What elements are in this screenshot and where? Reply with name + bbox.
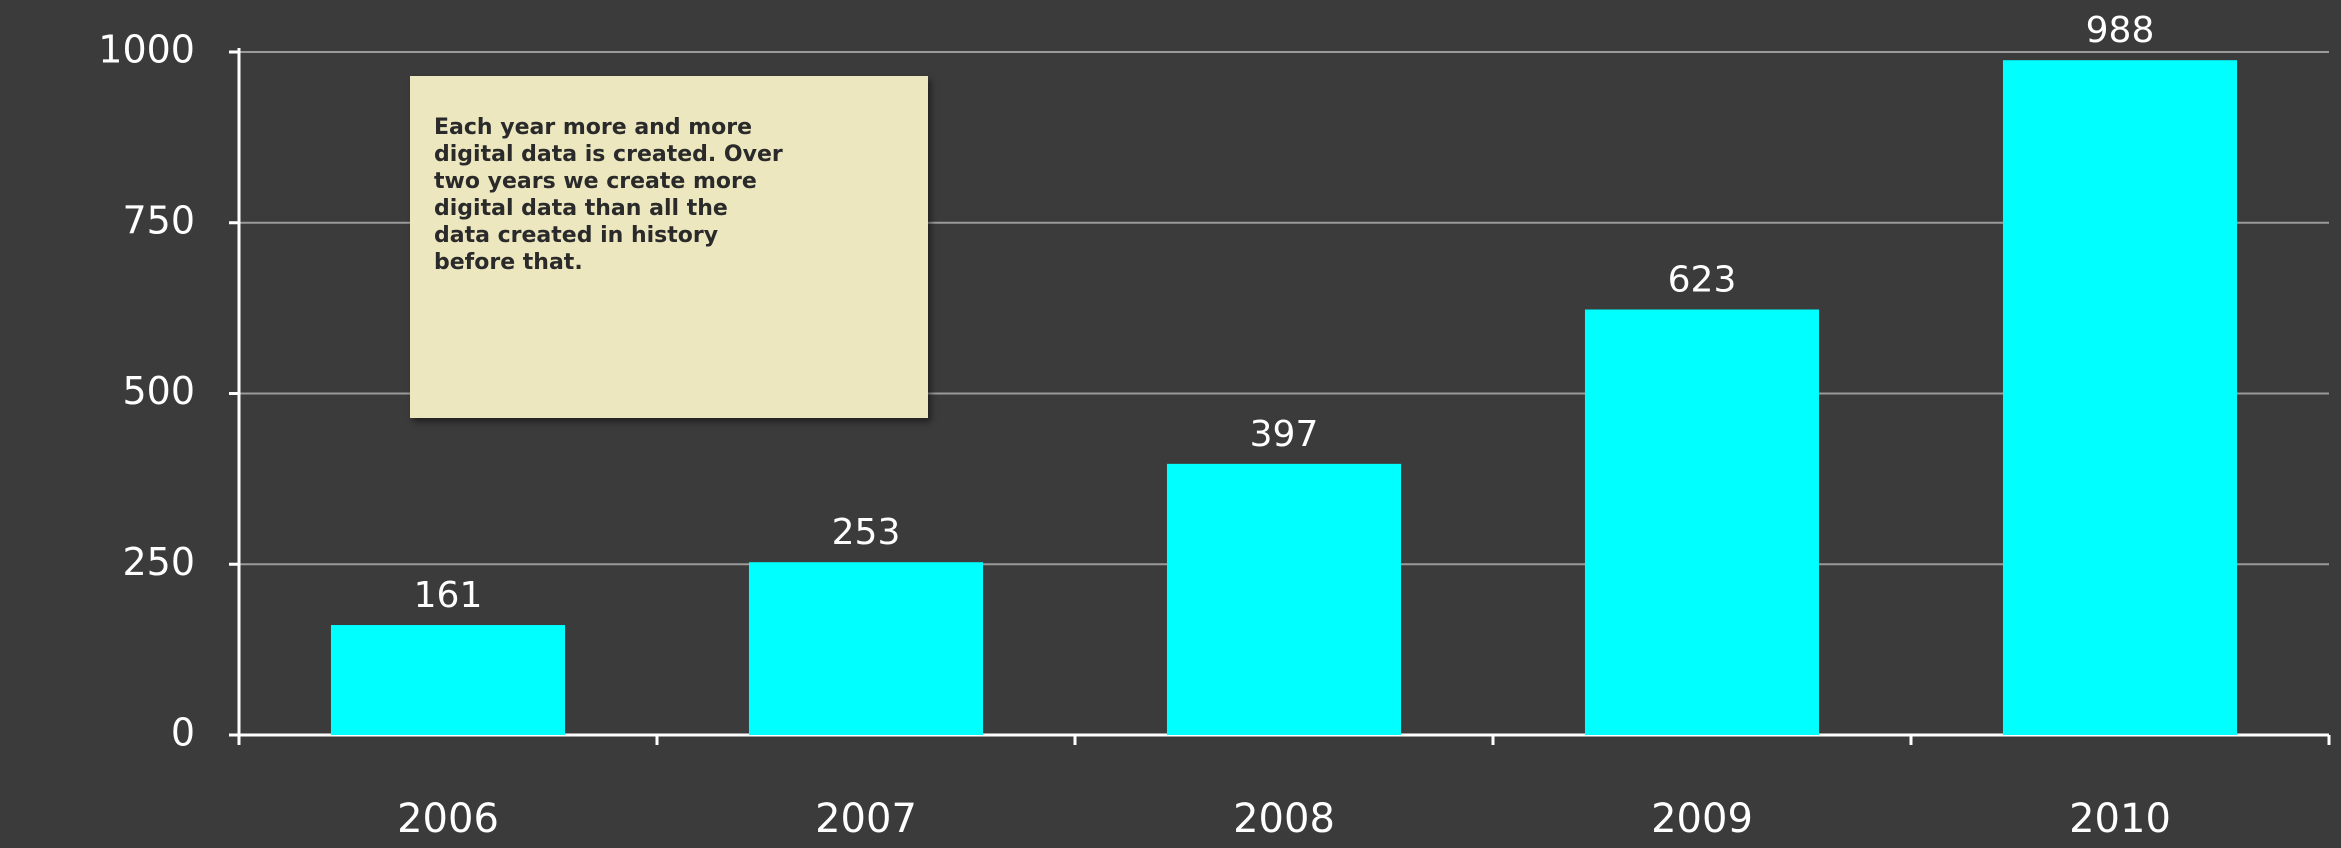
- data-label: 397: [1250, 414, 1319, 455]
- bar: [2002, 60, 2238, 736]
- bar: [1584, 309, 1820, 735]
- x-tick-label: 2007: [815, 796, 917, 842]
- y-tick-label: 250: [122, 540, 195, 584]
- data-label: 161: [414, 575, 483, 616]
- annotation-text: Each year more and more digital data is …: [434, 115, 783, 275]
- x-tick-label: 2009: [1651, 796, 1753, 842]
- bar: [748, 562, 984, 735]
- y-tick-label: 500: [122, 369, 195, 413]
- annotation-note: Each year more and more digital data is …: [410, 76, 928, 418]
- x-tick-label: 2006: [397, 796, 499, 842]
- y-tick-label: 750: [122, 198, 195, 242]
- x-tick-label: 2010: [2069, 796, 2171, 842]
- data-label: 253: [832, 512, 901, 553]
- x-tick-label: 2008: [1233, 796, 1335, 842]
- y-tick-label: 0: [171, 711, 195, 755]
- data-label: 988: [2086, 10, 2155, 51]
- y-tick-label: 1000: [98, 28, 195, 72]
- data-label: 623: [1668, 259, 1737, 300]
- bar: [330, 625, 566, 735]
- bar: [1166, 463, 1402, 735]
